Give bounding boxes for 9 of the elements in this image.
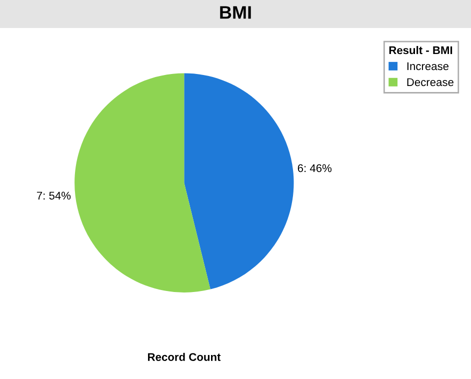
pie-slice (74, 73, 210, 292)
legend-label: Increase (407, 62, 449, 70)
legend-label: Decrease (407, 78, 454, 86)
text: Record Count (148, 352, 221, 361)
legend-title: Result - BMI (389, 46, 452, 54)
data-label: 6: 46% (298, 164, 332, 172)
chart-title: BMI (220, 6, 251, 19)
data-label: 7: 54% (36, 192, 71, 200)
pie-slice (184, 73, 294, 290)
